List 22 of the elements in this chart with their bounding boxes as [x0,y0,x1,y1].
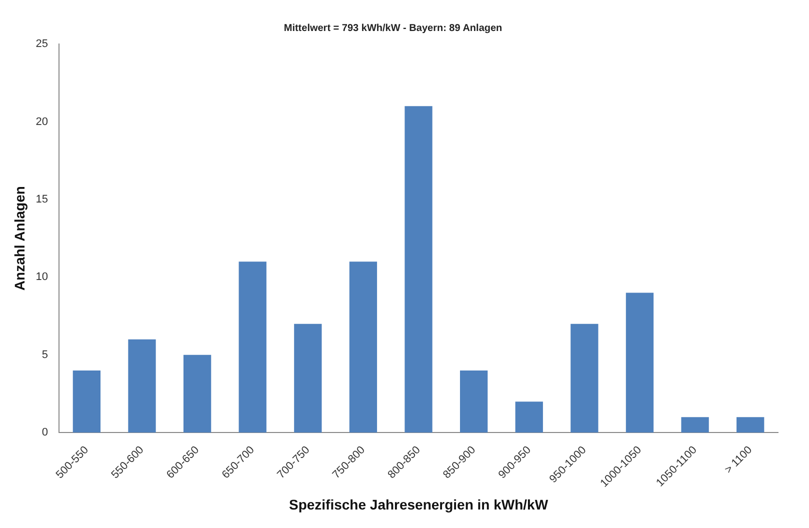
bar [183,354,212,433]
bar [570,324,598,433]
bar [460,370,488,433]
chart-title: Mittelwert = 793 kWh/kW - Bayern: 89 Anlagen [284,22,502,34]
y-tick-label: 10 [36,271,48,284]
y-tick-label: 25 [36,38,48,50]
bar [681,417,709,433]
bar [515,402,543,433]
bar [404,106,432,433]
bar [294,324,322,433]
bar [128,339,156,433]
bar [238,262,266,433]
y-axis-title: Anzahl Anlagen [11,186,28,291]
bar [349,262,378,433]
bar [72,370,101,433]
y-tick-label: 5 [42,348,48,361]
bar [736,417,764,433]
y-tick-label: 0 [42,426,48,439]
x-axis-title: Spezifische Jahresenergien in kWh/kW [288,496,549,512]
bar [626,292,654,433]
y-tick-label: 15 [36,194,48,206]
y-tick-label: 20 [36,116,48,128]
